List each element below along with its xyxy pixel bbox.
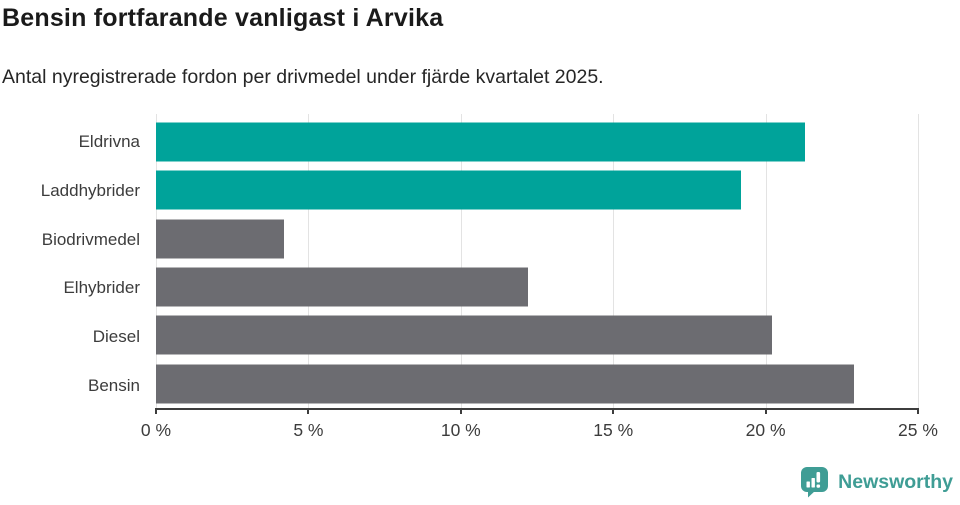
gridline-5 — [308, 114, 310, 408]
bar-row — [156, 311, 918, 359]
bar-row — [156, 263, 918, 311]
x-tick-5 — [307, 408, 310, 414]
gridline-0 — [156, 114, 157, 408]
x-tick-label-15: 15 % — [593, 420, 634, 440]
bar-row — [156, 360, 918, 408]
x-tick-15 — [612, 408, 615, 414]
category-label-diesel: Diesel — [92, 326, 140, 346]
x-tick-0 — [155, 408, 157, 414]
bar-laddhybrider — [156, 170, 742, 210]
x-tick-label-5: 5 % — [293, 420, 324, 440]
bar-row — [156, 166, 918, 214]
x-tick-label-0: 0 % — [140, 420, 172, 440]
gridline-25 — [918, 114, 919, 408]
chart-title: Bensin fortfarande vanligast i Arvika — [2, 4, 444, 32]
category-label-bensin: Bensin — [88, 375, 140, 395]
category-label-elhybrider: Elhybrider — [63, 278, 140, 298]
bar-bensin — [156, 364, 854, 404]
x-tick-label-10: 10 % — [440, 420, 481, 440]
x-tick-label-20: 20 % — [745, 420, 786, 440]
category-label-eldrivna: Eldrivna — [78, 132, 140, 152]
bar-diesel — [156, 315, 772, 355]
plot-area: 0 % 5 % 10 % 15 % 20 % 25 % — [141, 114, 938, 440]
category-label-laddhybrider: Laddhybrider — [40, 180, 140, 200]
gridline-20 — [765, 114, 767, 408]
bar-row — [156, 118, 918, 166]
gridline-15 — [613, 114, 615, 408]
newsworthy-brand: Newsworthy — [798, 465, 953, 499]
x-tick-20 — [764, 408, 767, 414]
bar-row — [156, 215, 918, 263]
bar-biodrivmedel — [156, 219, 285, 259]
chart-subtitle: Antal nyregistrerade fordon per drivmede… — [2, 66, 604, 88]
category-label-biodrivmedel: Biodrivmedel — [41, 229, 140, 249]
gridline-10 — [460, 114, 462, 408]
newsworthy-wordmark: Newsworthy — [838, 470, 953, 493]
newsworthy-logo-icon — [798, 465, 831, 499]
category-labels: Eldrivna Laddhybrider Biodrivmedel Elhybrid… — [0, 118, 140, 410]
x-tick-label-25: 25 % — [898, 420, 938, 440]
bar-eldrivna — [156, 122, 806, 162]
x-tick-10 — [459, 408, 462, 414]
bar-elhybrider — [156, 267, 528, 307]
x-tick-25 — [917, 408, 919, 414]
